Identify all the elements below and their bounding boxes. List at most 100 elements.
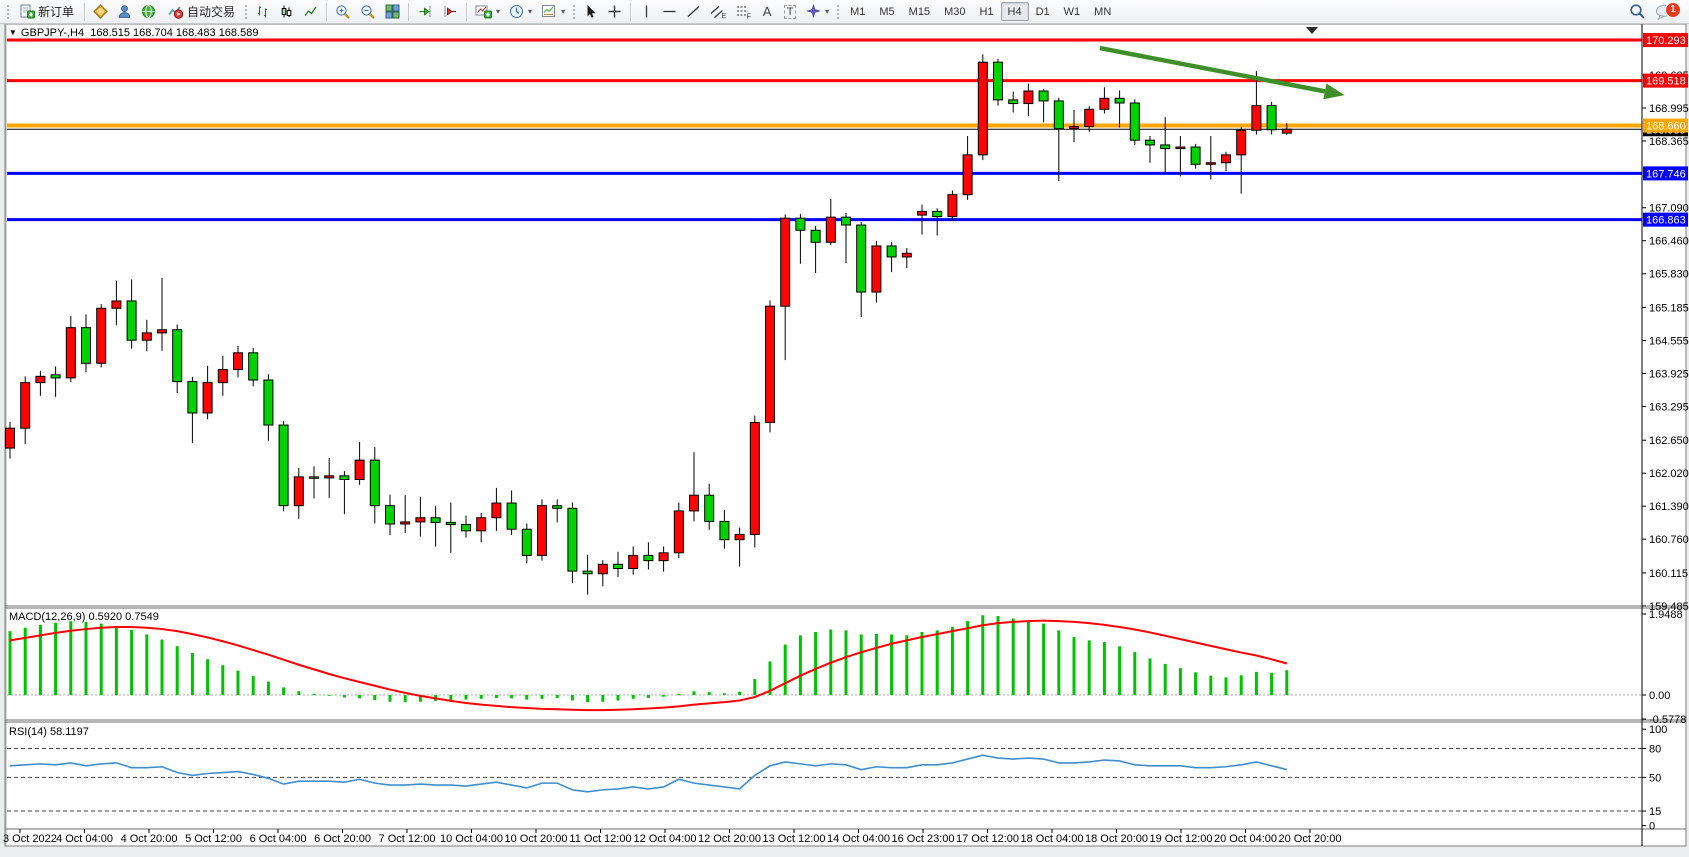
timeframe-button-d1[interactable]: D1 — [1029, 2, 1057, 21]
candle-body — [628, 554, 639, 570]
timeframe-button-m5[interactable]: M5 — [872, 2, 901, 21]
timeframe-button-h1[interactable]: H1 — [972, 2, 1000, 21]
candle-body — [734, 533, 745, 541]
toolbar-grip[interactable] — [836, 3, 841, 20]
text-tool-button[interactable]: A — [756, 2, 778, 22]
candle-body — [947, 194, 958, 218]
candle-body — [1160, 144, 1171, 150]
trend-arrow-line[interactable] — [1099, 45, 1326, 94]
timeframe-button-w1[interactable]: W1 — [1057, 2, 1088, 21]
candle-body — [643, 554, 654, 562]
price-badge-value: 169.518 — [1646, 76, 1686, 88]
fibonacci-tool-button[interactable]: F — [731, 2, 755, 22]
time-axis-label: 17 Oct 12:00 — [956, 833, 1019, 845]
chart-shift-marker[interactable] — [1306, 27, 1318, 34]
timeframe-button-m15[interactable]: M15 — [902, 2, 937, 21]
candle-body — [263, 379, 274, 426]
candle-body — [825, 216, 836, 243]
candle-body — [673, 510, 684, 554]
timeframe-button-mn[interactable]: MN — [1087, 2, 1118, 21]
main-toolbar: 新订单 自动交易 — [0, 0, 1689, 24]
candle-body — [293, 476, 304, 507]
clock-icon — [510, 5, 524, 18]
chart-symbol-period: GBPJPY-,H4 — [20, 27, 85, 39]
timeframe-button-m1[interactable]: M1 — [843, 2, 872, 21]
navigator-button[interactable] — [137, 2, 160, 22]
toolbar-grip[interactable] — [572, 3, 577, 20]
bar-chart-mode-button[interactable] — [251, 2, 274, 22]
new-order-button[interactable]: 新订单 — [13, 2, 80, 22]
time-axis-label: 16 Oct 23:00 — [892, 833, 955, 845]
timeframe-button-h4[interactable]: H4 — [1000, 2, 1029, 21]
time-axis-label: 6 Oct 20:00 — [314, 833, 371, 845]
candle-body — [126, 300, 137, 341]
candle-body — [1175, 146, 1186, 150]
cursor-button[interactable] — [579, 2, 602, 22]
dropdown-arrow-icon: ▾ — [496, 7, 501, 16]
toolbar-grip[interactable] — [244, 3, 249, 20]
candle-body — [96, 307, 107, 364]
trendline-tool-button[interactable] — [682, 2, 705, 22]
time-axis-label: 3 Oct 2022 — [3, 833, 57, 845]
auto-scroll-button[interactable] — [413, 2, 437, 22]
time-axis-label: 12 Oct 04:00 — [634, 833, 697, 845]
auto-trading-button[interactable]: 自动交易 — [161, 2, 241, 22]
tile-windows-icon — [385, 4, 400, 19]
candle-body — [1266, 105, 1277, 131]
candle-body — [111, 300, 122, 309]
candle-body — [50, 374, 61, 379]
channel-tool-button[interactable]: E — [706, 2, 730, 22]
market-watch-button[interactable] — [89, 2, 112, 22]
indicators-icon — [475, 5, 493, 19]
text-label-tool-button[interactable]: T — [779, 2, 801, 22]
candle-body — [1008, 99, 1019, 105]
candle-body — [65, 327, 76, 379]
horizontal-line-icon — [663, 10, 676, 13]
chart-shift-button[interactable] — [438, 2, 462, 22]
text-tool-icon: A — [762, 4, 772, 19]
crosshair-button[interactable] — [603, 2, 626, 22]
price-axis-label: 165.830 — [1649, 269, 1689, 281]
candle-body — [719, 520, 730, 541]
price-axis-label: 162.020 — [1649, 468, 1689, 480]
price-badge-value: 166.863 — [1646, 215, 1686, 227]
rsi-indicator-label: RSI(14) 58.1197 — [9, 726, 89, 738]
vertical-line-tool-button[interactable] — [635, 2, 657, 22]
macd-axis-label: 1.9488 — [1649, 609, 1683, 621]
candle-body — [172, 329, 183, 383]
candle-body — [1069, 126, 1079, 130]
candle-body — [1114, 97, 1125, 104]
horizontal-line-tool-button[interactable] — [658, 2, 681, 22]
candle-body — [1190, 146, 1201, 165]
zoom-out-button[interactable] — [356, 2, 380, 22]
arrows-tool-button[interactable]: ▾ — [802, 2, 833, 22]
candle-body — [202, 382, 213, 414]
zoom-in-button[interactable] — [331, 2, 355, 22]
chart-title-bar[interactable]: ▼ GBPJPY-,H4 168.515 168.704 168.483 168.… — [9, 27, 258, 39]
candle-body — [613, 563, 623, 570]
candle-body — [1129, 102, 1140, 141]
candle-body — [324, 475, 335, 479]
indicators-button[interactable]: ▾ — [471, 2, 504, 22]
templates-button[interactable]: ▾ — [537, 2, 569, 22]
price-badge-value: 167.746 — [1646, 168, 1686, 180]
candle-body — [5, 427, 15, 449]
rsi-axis-label: 0 — [1649, 821, 1655, 833]
candle-body — [233, 352, 243, 371]
data-window-button[interactable] — [113, 2, 136, 22]
line-chart-mode-button[interactable] — [299, 2, 322, 22]
rsi-line — [9, 754, 1287, 793]
toolbar-grip[interactable] — [6, 3, 10, 20]
tile-windows-button[interactable] — [381, 2, 404, 22]
chart-canvas[interactable] — [4, 23, 1687, 847]
timeframe-button-m30[interactable]: M30 — [937, 2, 972, 21]
time-axis-label: 7 Oct 12:00 — [379, 833, 436, 845]
notifications-button[interactable]: 1 — [1651, 1, 1681, 22]
periods-button[interactable]: ▾ — [505, 2, 536, 22]
candlestick-mode-button[interactable] — [275, 2, 298, 22]
search-button[interactable] — [1625, 2, 1650, 22]
candle-body — [278, 424, 289, 507]
candle-body — [1221, 154, 1231, 164]
candle-body — [400, 521, 411, 525]
